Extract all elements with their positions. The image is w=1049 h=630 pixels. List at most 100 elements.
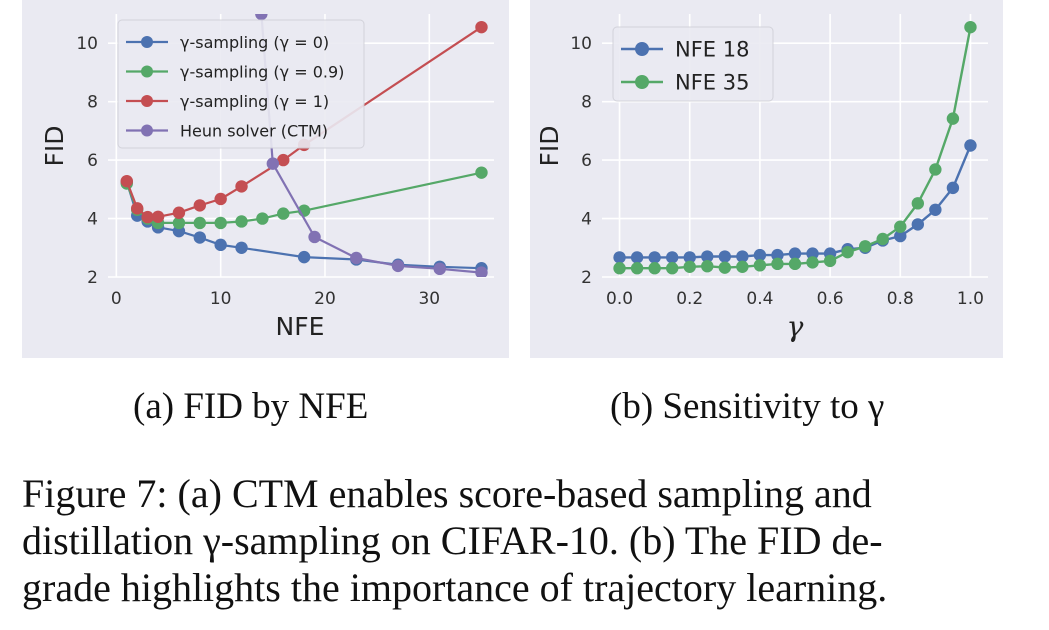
y-tick-label: 8 <box>87 93 98 113</box>
legend-label: γ-sampling (γ = 0.9) <box>180 62 344 81</box>
data-point <box>788 247 802 260</box>
data-point <box>894 229 907 243</box>
data-point <box>929 203 942 216</box>
y-tick-label: 2 <box>87 268 98 288</box>
figure-caption: Figure 7: (a) CTM enables score-based sa… <box>22 470 1032 611</box>
data-point <box>613 251 626 264</box>
data-point <box>665 251 679 264</box>
data-point <box>929 163 942 176</box>
data-point <box>277 153 290 167</box>
x-tick-label: 0.2 <box>676 289 703 309</box>
y-tick-label: 4 <box>581 210 592 230</box>
x-tick-label: 1.0 <box>957 289 984 309</box>
x-tick-label: 20 <box>314 289 336 309</box>
y-tick-label: 2 <box>581 268 592 288</box>
x-tick-label: 0 <box>111 289 122 309</box>
x-tick-label: 0.4 <box>746 289 773 309</box>
y-tick-label: 8 <box>581 93 592 113</box>
data-point <box>120 174 133 188</box>
legend-box <box>117 19 365 149</box>
legend-swatch-marker <box>141 124 153 137</box>
y-tick-label: 6 <box>581 151 592 171</box>
data-point <box>911 218 925 231</box>
y-tick-label: 4 <box>87 210 98 230</box>
x-tick-label: 10 <box>210 289 232 309</box>
y-tick-label: 6 <box>87 151 98 171</box>
data-point <box>665 262 679 275</box>
data-point <box>613 262 626 275</box>
y-tick-label: 10 <box>570 34 592 54</box>
data-point <box>648 251 661 264</box>
x-tick-label: 0.6 <box>817 289 844 309</box>
legend-swatch-marker <box>141 95 153 107</box>
data-point <box>788 257 802 271</box>
series-group <box>613 20 977 275</box>
legend-swatch-marker <box>141 65 153 78</box>
data-point <box>475 166 488 179</box>
legend-label: NFE 18 <box>675 38 749 62</box>
data-point <box>266 157 280 170</box>
data-point <box>841 245 854 259</box>
data-point <box>256 212 269 225</box>
caption-line-2: distillation γ-sampling on CIFAR-10. (b)… <box>22 518 883 563</box>
subcaption-a: (a) FID by NFE <box>133 386 369 427</box>
data-point <box>806 247 819 260</box>
data-point <box>630 251 644 264</box>
data-point <box>771 257 784 271</box>
data-point <box>736 260 749 273</box>
data-point <box>255 14 268 21</box>
legend-label: Heun solver (CTM) <box>180 121 328 140</box>
data-point <box>433 262 446 276</box>
x-axis-label: NFE <box>276 312 325 341</box>
x-axis-label: γ <box>787 310 804 343</box>
x-tick-label: 0.8 <box>887 289 914 309</box>
data-point <box>946 112 960 125</box>
y-axis-label: FID <box>535 125 564 166</box>
panel-b-chart: 0.0 0.2 0.4 0.6 0.8 1.0 2 4 6 8 10 γ FID NFE 18 NFE 35 <box>535 14 988 343</box>
y-tick-label: 10 <box>76 34 98 54</box>
y-axis-label: FID <box>40 125 69 166</box>
data-point <box>701 250 714 263</box>
data-point <box>214 192 227 206</box>
data-point <box>753 248 767 262</box>
data-point <box>475 266 488 277</box>
data-point <box>277 207 290 220</box>
data-point <box>753 259 767 272</box>
subcaption-b: (b) Sensitivity to γ <box>610 386 885 427</box>
data-point <box>214 238 227 252</box>
caption-line-3: grade highlights the importance of traje… <box>22 565 888 610</box>
panel-a-chart: 0 10 20 30 2 4 6 8 10 NFE FID γ-sampling (γ = 0) γ-s… <box>40 14 494 341</box>
data-point <box>297 250 311 264</box>
caption-line-1: Figure 7: (a) CTM enables score-based sa… <box>22 471 872 516</box>
data-point <box>964 139 977 152</box>
data-point <box>131 202 144 215</box>
data-point <box>193 231 207 244</box>
data-point <box>214 216 227 230</box>
legend-swatch-marker <box>635 75 649 89</box>
data-point <box>683 260 696 273</box>
data-point <box>235 180 248 193</box>
data-point <box>391 259 405 273</box>
data-point <box>151 210 165 224</box>
legend-swatch-marker <box>635 42 649 56</box>
data-point <box>823 254 837 268</box>
data-point <box>701 259 714 273</box>
x-tick-label: 30 <box>418 289 440 309</box>
data-point <box>894 220 907 233</box>
data-point <box>648 262 661 275</box>
data-point <box>630 262 644 275</box>
series-group <box>120 14 488 277</box>
data-point <box>718 261 732 274</box>
data-point <box>718 250 732 263</box>
data-point <box>946 181 960 195</box>
data-point <box>475 20 488 34</box>
data-point <box>308 230 321 244</box>
data-point <box>858 240 872 253</box>
data-point <box>911 197 925 210</box>
data-point <box>235 215 248 228</box>
x-tick-label: 0.0 <box>606 289 633 309</box>
data-point <box>683 251 696 264</box>
data-point <box>350 251 363 265</box>
legend-label: γ-sampling (γ = 0) <box>180 33 329 52</box>
